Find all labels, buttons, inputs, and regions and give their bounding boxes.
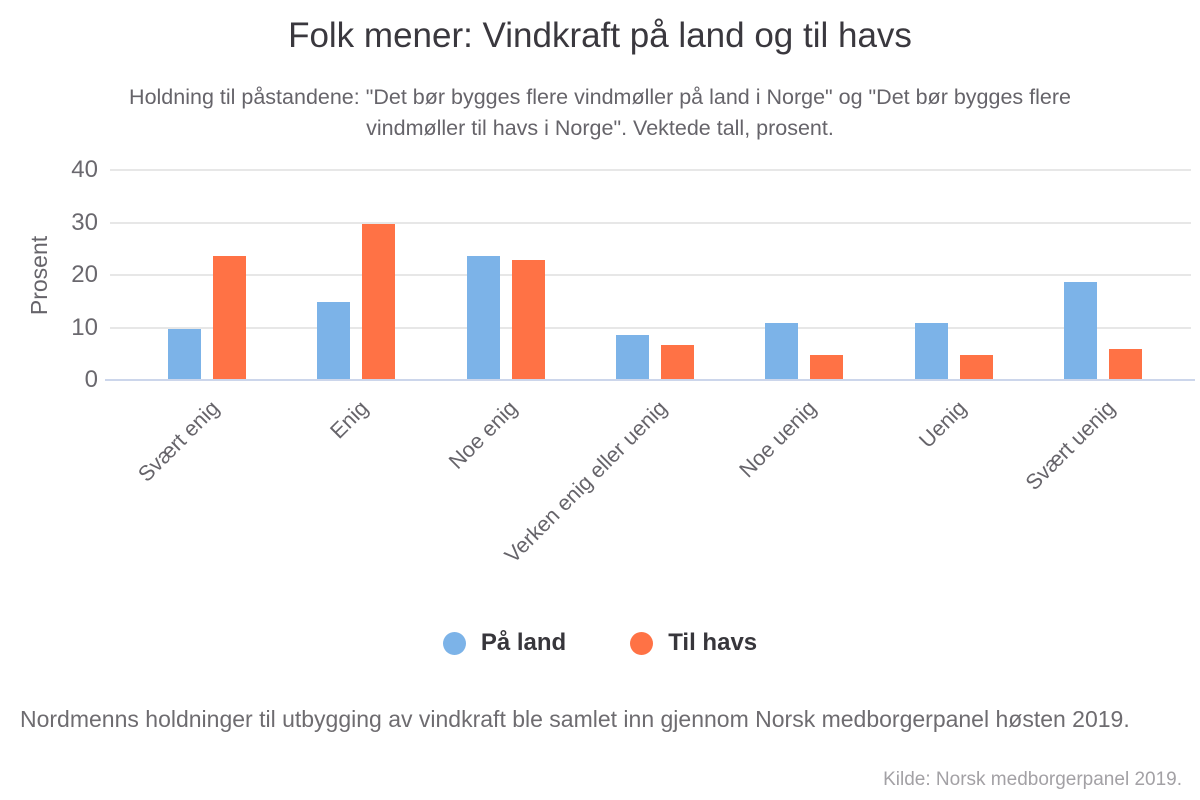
category-group: Svært enig: [132, 170, 281, 486]
x-axis-line: [105, 379, 1195, 381]
category-group: Verken enig eller uenig: [500, 170, 729, 568]
bar-groups: Svært enig Enig Noe enig Verken enig eller …: [132, 170, 1178, 568]
y-axis-title: Prosent: [12, 170, 68, 380]
x-axis-label: Svært uenig: [1021, 396, 1121, 495]
gridline: [110, 169, 1191, 171]
bar: [810, 354, 844, 380]
bar: [167, 329, 201, 380]
bar: [914, 322, 948, 380]
legend-item[interactable]: Til havs: [630, 629, 757, 657]
bar: [1109, 349, 1143, 380]
category-group: Noe enig: [431, 170, 580, 474]
gridline: [110, 221, 1191, 224]
category-group: Enig: [281, 170, 430, 443]
bar: [1064, 281, 1098, 380]
bar: [212, 256, 246, 380]
y-axis-title-text: Prosent: [26, 235, 53, 315]
x-axis-label: Enig: [325, 396, 374, 444]
y-tick-label: 20: [71, 261, 98, 288]
bar: [615, 334, 649, 380]
legend-marker-icon: [442, 631, 466, 655]
x-axis-label: Noe enig: [444, 396, 523, 474]
legend-marker-icon: [630, 631, 654, 655]
source-credit: Kilde: Norsk medborgerpanel 2019.: [883, 769, 1182, 790]
bar: [660, 345, 694, 380]
y-tick-label: 40: [71, 156, 98, 183]
legend-label: På land: [480, 629, 567, 656]
chart-title: Folk mener: Vindkraft på land og til hav…: [288, 16, 912, 55]
x-axis-label: Svært enig: [133, 396, 224, 487]
bar: [511, 259, 545, 380]
category-group: Uenig: [879, 170, 1028, 453]
category-group: Svært uenig: [1021, 170, 1178, 495]
bar: [362, 223, 396, 380]
chart-subtitle: Holdning til påstandene: "Det bør bygges…: [129, 85, 1071, 141]
category-group: Noe uenig: [730, 170, 879, 482]
x-axis-label: Verken enig eller uenig: [500, 396, 672, 568]
x-axis-label: Noe uenig: [735, 396, 822, 483]
gridline: [110, 326, 1191, 329]
footer-note: Nordmenns holdninger til utbygging av vi…: [20, 706, 1130, 732]
y-tick-label: 30: [71, 208, 98, 236]
y-tick-label: 0: [84, 366, 98, 393]
plot-area: Prosent 0 10 20 30 40 Svært enig Enig Noe enig…: [27, 157, 1195, 568]
bar: [317, 302, 351, 380]
bar: [765, 322, 799, 380]
bar: [959, 354, 993, 380]
bar: [466, 256, 500, 380]
legend: På land Til havs: [0, 629, 1200, 657]
gridline: [110, 274, 1191, 276]
legend-label: Til havs: [668, 629, 758, 656]
legend-item[interactable]: På land: [442, 629, 567, 657]
y-tick-label: 10: [71, 313, 98, 341]
x-axis-label: Uenig: [914, 396, 971, 453]
